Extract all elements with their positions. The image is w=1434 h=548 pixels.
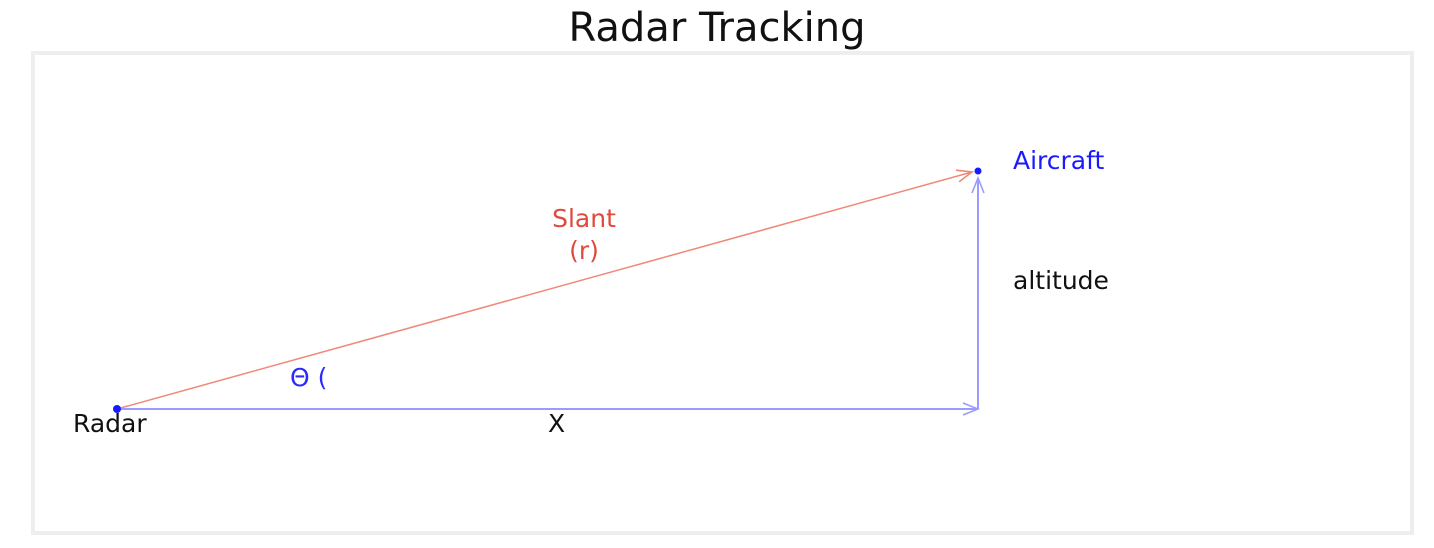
aircraft-point: [974, 167, 982, 175]
diagram-frame: [31, 51, 1414, 535]
diagram-title: Radar Tracking: [568, 5, 866, 51]
slant-label-line2: (r): [569, 236, 599, 265]
x-distance-label: X: [548, 409, 565, 438]
theta-angle-label: Θ (: [290, 363, 327, 392]
altitude-label: altitude: [1013, 266, 1109, 295]
slant-range-line: [116, 172, 972, 410]
radar-label: Radar: [73, 409, 147, 438]
slant-label-line1: Slant: [552, 204, 616, 233]
aircraft-label: Aircraft: [1013, 146, 1104, 175]
radar-point: [113, 405, 121, 413]
